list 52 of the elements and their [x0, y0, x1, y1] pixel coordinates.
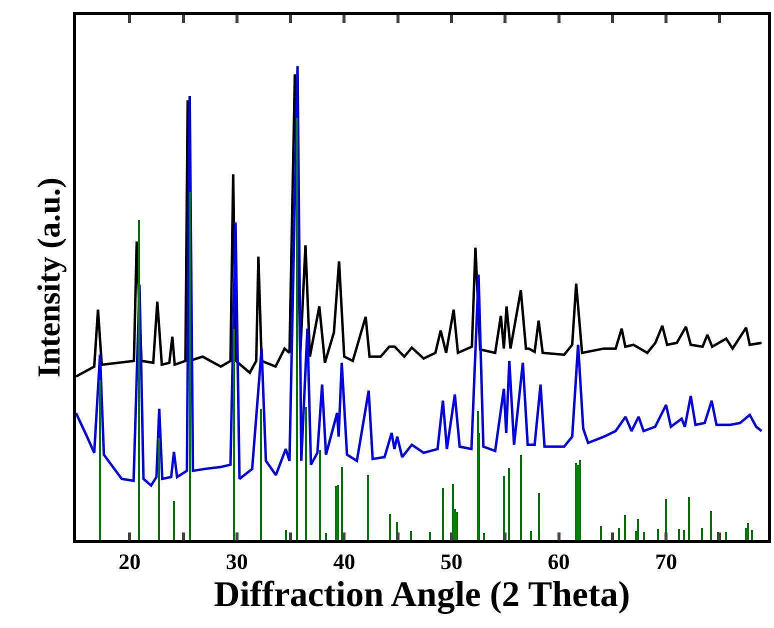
bar [367, 475, 369, 540]
bar [678, 529, 680, 540]
bar [99, 380, 101, 540]
bar [335, 486, 337, 540]
bar [657, 529, 659, 540]
bar [710, 511, 712, 540]
bar [575, 463, 577, 540]
bar [296, 118, 298, 540]
x-tick-label: 60 [548, 549, 570, 574]
bar [389, 514, 391, 540]
bar [158, 438, 160, 540]
bar [442, 488, 444, 540]
bar [189, 192, 191, 540]
bar [530, 531, 532, 540]
bar [503, 476, 505, 540]
x-axis-title: Diffraction Angle (2 Theta) [214, 574, 630, 614]
bar [643, 532, 645, 540]
bar [319, 450, 321, 540]
x-tick-label: 30 [226, 549, 248, 574]
bar [618, 528, 620, 540]
bar [747, 523, 749, 540]
bar [520, 455, 522, 540]
bar [538, 493, 540, 540]
bar [483, 533, 485, 540]
bar [285, 530, 287, 540]
x-tick-label: 70 [655, 549, 678, 574]
x-tick-label: 40 [333, 549, 356, 574]
x-tick-label: 50 [440, 549, 462, 574]
bar [637, 519, 639, 540]
x-tick-label: 20 [118, 549, 141, 574]
bar [410, 531, 412, 540]
bar [683, 530, 685, 540]
bar [138, 220, 140, 540]
bar [751, 530, 753, 540]
bar [600, 526, 602, 540]
bar [260, 409, 262, 540]
bar [233, 329, 235, 540]
bar [325, 533, 327, 540]
bar [508, 468, 510, 540]
bar [624, 515, 626, 540]
bar [337, 485, 339, 540]
bar [452, 484, 454, 540]
bar [341, 467, 343, 540]
bar [456, 512, 458, 540]
y-axis-title: Intensity (a.u.) [30, 177, 67, 378]
bar [701, 528, 703, 540]
bar [688, 497, 690, 540]
bar [579, 460, 581, 540]
bar [725, 532, 727, 540]
bar [305, 407, 307, 540]
bar [429, 532, 431, 540]
bar [173, 501, 175, 540]
